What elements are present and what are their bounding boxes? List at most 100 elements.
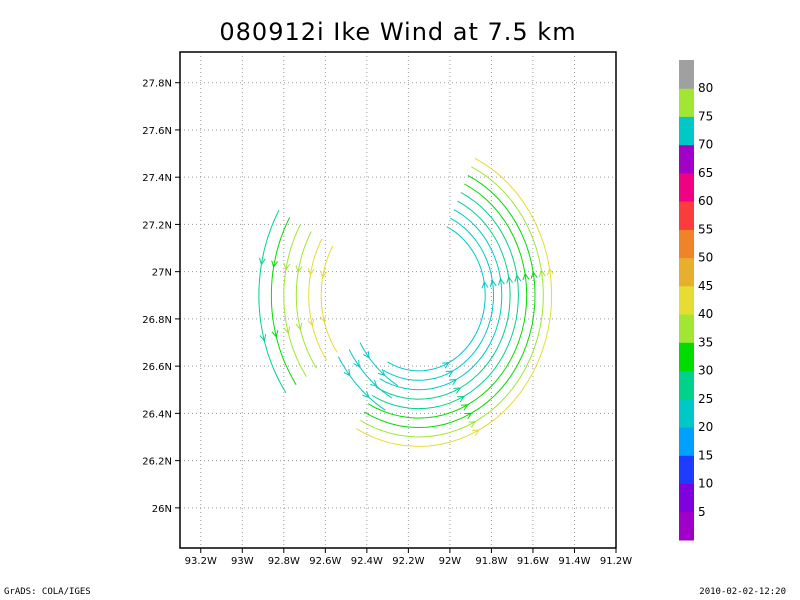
y-tick-label: 27.8N [142, 79, 172, 90]
streamline-arrow [370, 379, 378, 388]
colorbar-segment [679, 172, 694, 202]
colorbar-segment [679, 285, 694, 315]
colorbar-label: 40 [698, 307, 713, 321]
streamline-arrow [547, 267, 554, 276]
y-tick-label: 27N [152, 268, 172, 279]
colorbar-label: 70 [698, 138, 713, 152]
streamline-arrow [498, 277, 505, 286]
x-tick-label: 91.6W [517, 556, 549, 567]
x-tick-label: 91.4W [558, 556, 590, 567]
x-tick-label: 92.6W [309, 556, 341, 567]
streamline-arrow [489, 279, 497, 287]
colorbar-segment [679, 427, 694, 456]
y-tick-label: 26.2N [142, 457, 172, 468]
colorbar-segment [679, 257, 694, 287]
colorbar-label: 60 [698, 194, 713, 208]
streamline-arrow [271, 260, 279, 269]
streamline-arrow [460, 404, 469, 411]
colorbar-label: 80 [698, 81, 713, 95]
colorbar-segment [679, 229, 694, 259]
colorbar-segment [679, 455, 694, 484]
streamline [283, 224, 307, 377]
x-tick-label: 91.2W [600, 556, 632, 567]
streamline-arrow [307, 268, 315, 276]
colorbar-segment [679, 511, 694, 541]
streamline-arrow [481, 280, 489, 289]
streamline-arrow [258, 257, 266, 266]
colorbar-label: 65 [698, 166, 713, 180]
streamline-arrow [522, 272, 530, 281]
colorbar-label: 25 [698, 392, 713, 406]
streamline [308, 238, 328, 361]
colorbar-segment [679, 398, 694, 428]
x-axis: 93.2W 93W 92.8W 92.6W 92.4W 92.2W 92W 91.8W 91.6… [185, 548, 632, 567]
colorbar-segment [679, 370, 694, 400]
colorbar-segment [679, 144, 694, 174]
colorbar-label: 55 [698, 222, 713, 236]
streamline [371, 192, 519, 410]
streamline [320, 245, 338, 353]
colorbar-label: 5 [698, 505, 706, 519]
streamline-arrow [295, 322, 303, 331]
streamline-arrow [457, 395, 465, 403]
streamline [359, 342, 399, 387]
streamline [270, 217, 297, 385]
chart-title: 080912i Ike Wind at 7.5 km [219, 18, 577, 46]
colorbar-label: 75 [698, 110, 713, 124]
colorbar-segment [679, 116, 694, 146]
y-tick-label: 27.2N [142, 220, 172, 231]
streamline [375, 200, 511, 400]
streamline-arrow [259, 334, 267, 342]
streamline-arrow [353, 360, 361, 368]
streamline-arrow [283, 262, 291, 271]
colorbar: 5 10 15 20 25 30 35 40 45 50 55 60 65 70 75 80 [679, 60, 713, 541]
streamline-arrow [319, 315, 327, 323]
streamline-arrow [377, 368, 386, 376]
streamline [258, 209, 287, 394]
streamline [348, 349, 393, 399]
colorbar-label: 50 [698, 251, 713, 265]
streamline [363, 174, 536, 429]
streamline-arrow [362, 390, 370, 399]
x-tick-label: 92.4W [351, 556, 383, 567]
streamline-arrow [472, 429, 480, 436]
streamline-arrow [295, 265, 303, 274]
streamline-arrow [320, 270, 328, 279]
colorbar-segment [679, 483, 694, 513]
colorbar-label: 45 [698, 279, 713, 293]
streamline [379, 209, 503, 391]
x-tick-label: 92.8W [268, 556, 300, 567]
grid-lines [180, 52, 617, 548]
streamlines [258, 157, 554, 447]
streamline-arrow [307, 318, 315, 327]
streamline [337, 356, 386, 411]
y-tick-label: 26.8N [142, 315, 172, 326]
streamline-arrow [453, 387, 462, 394]
streamline [360, 166, 544, 438]
colorbar-segment [679, 88, 694, 117]
colorbar-label: 10 [698, 477, 713, 491]
streamline-arrow [530, 270, 538, 279]
x-tick-label: 93W [231, 556, 254, 567]
colorbar-label: 20 [698, 420, 713, 434]
x-tick-label: 91.8W [475, 556, 507, 567]
streamline-arrow [445, 370, 454, 377]
colorbar-label: 30 [698, 364, 713, 378]
streamline-arrow [464, 412, 473, 420]
streamline-arrow [538, 269, 546, 277]
streamline-arrow [271, 330, 279, 338]
x-tick-label: 92.2W [392, 556, 424, 567]
streamline [367, 183, 528, 419]
streamline-arrow [343, 368, 351, 377]
footer-credit: GrADS: COLA/IGES [4, 587, 91, 597]
streamline-arrow [363, 351, 370, 359]
streamline-arrow [283, 326, 291, 335]
plot-frame [179, 51, 617, 549]
streamline-arrow [514, 274, 522, 282]
streamline [356, 157, 553, 447]
colorbar-segment [679, 342, 694, 372]
colorbar-segment [679, 314, 694, 343]
y-tick-label: 26N [152, 504, 172, 515]
streamline [383, 217, 495, 381]
colorbar-segment [679, 60, 694, 89]
